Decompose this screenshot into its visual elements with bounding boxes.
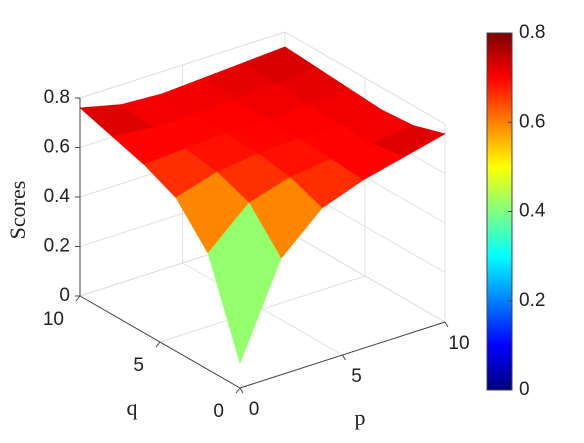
surface-cell (207, 202, 282, 365)
colorbar-tick-label: 0.8 (519, 22, 545, 43)
colorbar (486, 32, 513, 391)
colorbar-tick-label: 0.6 (519, 111, 545, 132)
tick-mark (155, 341, 161, 348)
z-axis-label: Scores (5, 181, 30, 240)
z-tick-label: 0.8 (44, 87, 70, 108)
x-tick-label: 5 (351, 366, 362, 387)
tick-mark (75, 295, 81, 302)
z-tick-label: 0.6 (44, 137, 70, 158)
tick-mark (239, 387, 244, 394)
colorbar-tick-label: 0.2 (519, 290, 545, 311)
colorbar-tick-label: 0.4 (519, 201, 546, 222)
x-tick-label: 10 (448, 333, 469, 354)
y-tick-label: 0 (213, 401, 224, 422)
z-tick-label: 0 (59, 285, 70, 306)
tick-mark (235, 387, 241, 394)
tick-mark (444, 321, 449, 328)
z-tick-label: 0.2 (44, 236, 70, 257)
colorbar-tick-label: 0 (519, 379, 530, 400)
z-tick-label: 0.4 (44, 186, 71, 207)
y-tick-label: 5 (133, 355, 144, 376)
tick-mark (342, 354, 346, 361)
grid-line (159, 275, 366, 343)
y-axis-label: q (127, 395, 138, 420)
y-tick-label: 10 (43, 309, 64, 330)
x-axis-label: p (355, 405, 366, 430)
x-tick-label: 0 (249, 399, 260, 420)
